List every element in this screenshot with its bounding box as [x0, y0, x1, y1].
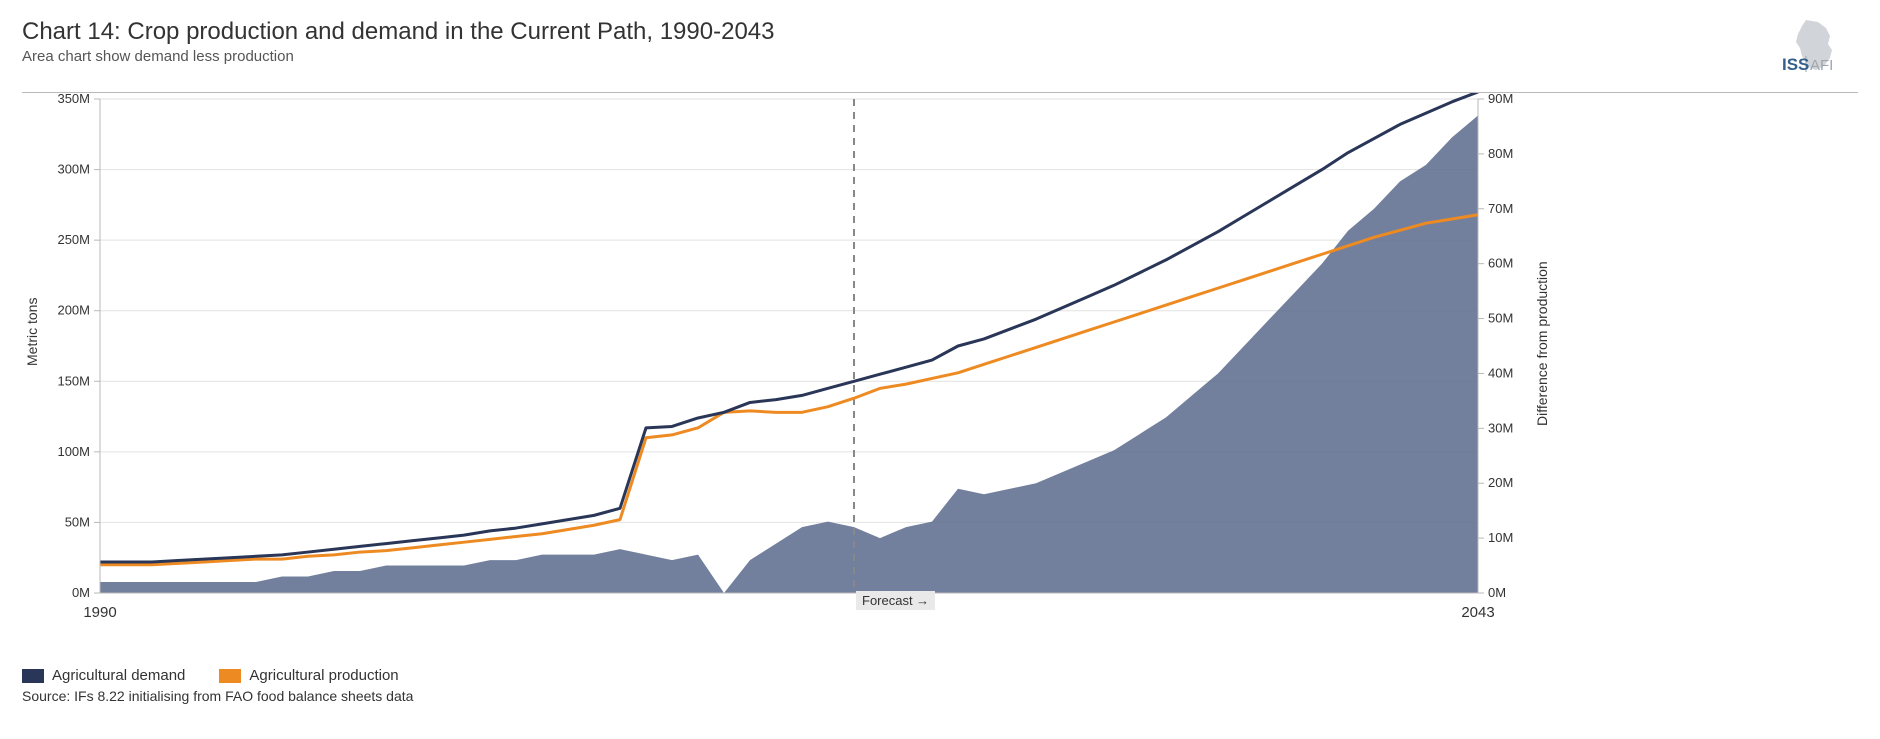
legend-item-production: Agricultural production — [219, 667, 398, 684]
svg-text:10M: 10M — [1488, 530, 1513, 545]
svg-text:AFI: AFI — [1810, 57, 1833, 74]
svg-text:20M: 20M — [1488, 475, 1513, 490]
source-text: Source: IFs 8.22 initialising from FAO f… — [22, 688, 1858, 704]
svg-text:0M: 0M — [1488, 585, 1506, 600]
svg-text:2043: 2043 — [1461, 604, 1494, 621]
chart-subtitle: Area chart show demand less production — [22, 48, 1760, 65]
svg-text:250M: 250M — [57, 232, 90, 247]
svg-text:150M: 150M — [57, 373, 90, 388]
svg-text:100M: 100M — [57, 444, 90, 459]
svg-text:70M: 70M — [1488, 201, 1513, 216]
svg-text:1990: 1990 — [83, 604, 116, 621]
svg-text:30M: 30M — [1488, 420, 1513, 435]
header: Chart 14: Crop production and demand in … — [22, 18, 1858, 74]
svg-text:60M: 60M — [1488, 256, 1513, 271]
legend-swatch-production — [219, 669, 241, 683]
svg-text:200M: 200M — [57, 303, 90, 318]
svg-text:80M: 80M — [1488, 146, 1513, 161]
svg-text:50M: 50M — [65, 514, 90, 529]
legend-item-demand: Agricultural demand — [22, 667, 185, 684]
svg-text:40M: 40M — [1488, 365, 1513, 380]
svg-text:ISS: ISS — [1782, 55, 1809, 74]
svg-text:90M: 90M — [1488, 93, 1513, 106]
chart-svg: 0M 50M 100M 150M 200M 250M 300M 350M 0M 10M 20M 30M… — [22, 93, 1858, 653]
svg-text:300M: 300M — [57, 162, 90, 177]
legend-label-demand: Agricultural demand — [52, 667, 185, 684]
legend-label-production: Agricultural production — [249, 667, 398, 684]
svg-text:0M: 0M — [72, 585, 90, 600]
y-axis-right-label: Difference from production — [1534, 261, 1550, 426]
legend: Agricultural demand Agricultural product… — [22, 667, 1858, 684]
iss-afi-logo: ISS AFI — [1760, 18, 1850, 74]
forecast-badge: Forecast → — [856, 591, 935, 610]
chart-title: Chart 14: Crop production and demand in … — [22, 18, 1760, 46]
titles: Chart 14: Crop production and demand in … — [22, 18, 1760, 65]
svg-text:350M: 350M — [57, 93, 90, 106]
svg-text:50M: 50M — [1488, 311, 1513, 326]
chart-container: Chart 14: Crop production and demand in … — [0, 0, 1880, 739]
y-axis-left-label: Metric tons — [24, 298, 40, 366]
chart-box: 0M 50M 100M 150M 200M 250M 300M 350M 0M 10M 20M 30M… — [22, 92, 1858, 653]
legend-swatch-demand — [22, 669, 44, 683]
